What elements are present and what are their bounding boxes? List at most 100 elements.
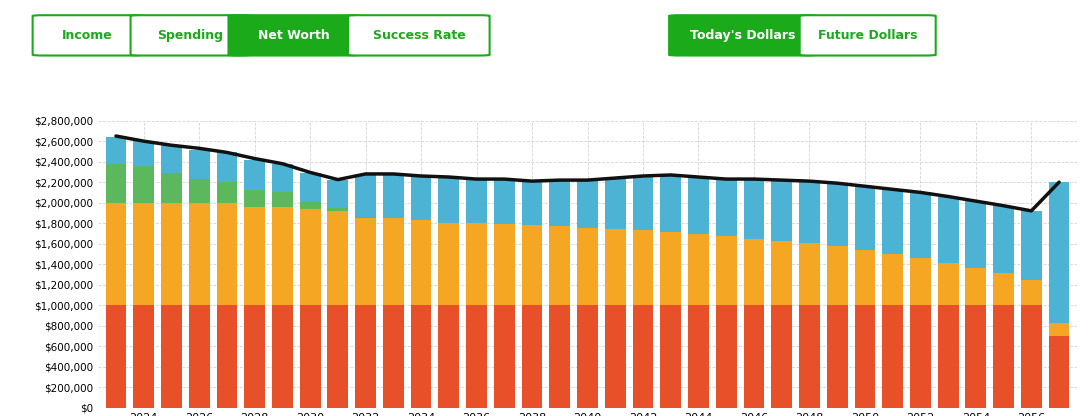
Text: Income: Income xyxy=(62,29,112,42)
Bar xyxy=(771,240,792,305)
Bar xyxy=(217,182,237,203)
Bar xyxy=(466,179,487,223)
Bar xyxy=(688,235,709,305)
Net Worth xyxy=(608,176,621,181)
Bar xyxy=(1049,182,1070,322)
Net Worth xyxy=(443,175,456,180)
Net Worth xyxy=(554,178,567,183)
Bar xyxy=(188,179,210,203)
Bar xyxy=(827,246,848,305)
Bar xyxy=(854,305,876,408)
Bar xyxy=(799,181,820,243)
Bar xyxy=(827,183,848,246)
FancyBboxPatch shape xyxy=(800,15,936,55)
Bar xyxy=(106,203,126,305)
Bar xyxy=(993,273,1014,305)
Net Worth xyxy=(387,171,400,176)
Net Worth xyxy=(276,161,289,166)
Bar xyxy=(244,207,265,305)
Bar xyxy=(134,141,154,166)
Bar xyxy=(327,211,348,305)
Bar xyxy=(577,180,598,228)
Bar xyxy=(272,207,293,305)
FancyBboxPatch shape xyxy=(348,15,490,55)
Net Worth xyxy=(1052,180,1065,185)
Bar xyxy=(327,208,348,211)
Bar xyxy=(938,196,959,263)
Bar xyxy=(660,305,681,408)
Net Worth xyxy=(997,203,1010,208)
Bar xyxy=(134,166,154,203)
Bar xyxy=(494,305,515,408)
Bar xyxy=(244,305,265,408)
Bar xyxy=(743,179,765,238)
Bar xyxy=(161,145,182,173)
Bar xyxy=(106,305,126,408)
Bar xyxy=(161,173,182,203)
Bar xyxy=(716,236,737,305)
Bar xyxy=(494,179,515,224)
Text: Future Dollars: Future Dollars xyxy=(818,29,917,42)
Bar xyxy=(161,203,182,305)
Bar xyxy=(605,178,626,229)
Bar xyxy=(910,192,931,258)
Bar xyxy=(466,223,487,305)
Bar xyxy=(106,137,126,163)
FancyBboxPatch shape xyxy=(669,15,816,55)
Net Worth xyxy=(137,139,150,144)
Bar xyxy=(993,305,1014,408)
Bar xyxy=(438,177,459,223)
Bar xyxy=(383,174,404,218)
Bar xyxy=(217,203,237,305)
Net Worth xyxy=(941,194,954,199)
Net Worth xyxy=(332,177,345,182)
Bar xyxy=(188,150,210,179)
Net Worth xyxy=(914,190,927,195)
Net Worth xyxy=(747,176,761,181)
Bar xyxy=(632,305,654,408)
Bar xyxy=(549,180,570,226)
Bar xyxy=(188,305,210,408)
Bar xyxy=(1049,336,1070,408)
Bar xyxy=(188,203,210,305)
Bar xyxy=(882,254,903,305)
Bar xyxy=(854,250,876,305)
Bar xyxy=(272,163,293,192)
Bar xyxy=(355,217,376,218)
Bar xyxy=(217,152,237,182)
Bar xyxy=(299,305,321,408)
Bar xyxy=(910,258,931,305)
Line: Net Worth: Net Worth xyxy=(116,136,1059,211)
Bar xyxy=(827,305,848,408)
Bar xyxy=(688,177,709,235)
Net Worth xyxy=(304,170,317,175)
Bar xyxy=(799,243,820,305)
Bar xyxy=(743,305,765,408)
Bar xyxy=(549,226,570,305)
Bar xyxy=(327,305,348,408)
Bar xyxy=(938,305,959,408)
Bar xyxy=(494,224,515,305)
Net Worth xyxy=(581,178,594,183)
Bar xyxy=(383,218,404,305)
Bar xyxy=(161,305,182,408)
Bar xyxy=(965,268,987,305)
Bar xyxy=(716,305,737,408)
Text: Success Rate: Success Rate xyxy=(372,29,466,42)
Net Worth xyxy=(221,150,234,155)
Bar xyxy=(410,305,432,408)
Bar xyxy=(299,202,321,209)
Bar xyxy=(134,305,154,408)
Bar xyxy=(854,186,876,250)
Text: Today's Dollars: Today's Dollars xyxy=(690,29,795,42)
Bar xyxy=(605,305,626,408)
Net Worth xyxy=(830,181,843,186)
Bar xyxy=(355,174,376,217)
Text: Spending: Spending xyxy=(158,29,223,42)
Net Worth xyxy=(719,176,732,181)
Net Worth xyxy=(526,178,539,183)
Bar xyxy=(217,305,237,408)
Bar xyxy=(410,177,432,220)
Bar xyxy=(632,176,654,230)
Net Worth xyxy=(692,175,705,180)
